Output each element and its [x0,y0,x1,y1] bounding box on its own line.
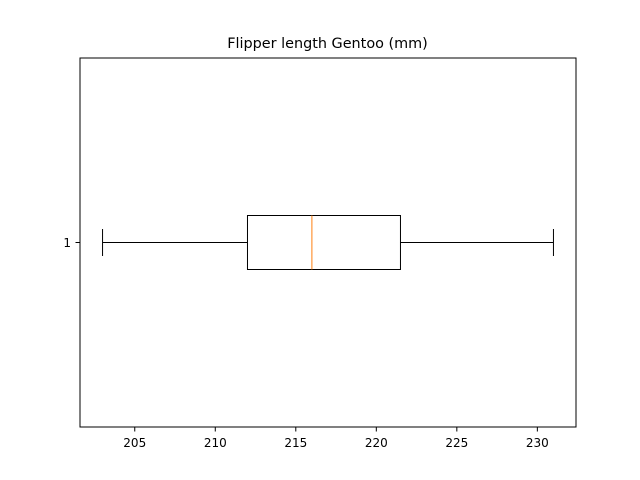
x-tick-label: 210 [204,436,227,450]
chart-title: Flipper length Gentoo (mm) [227,36,428,52]
x-tick-label: 230 [526,436,549,450]
x-tick-label: 215 [284,436,307,450]
x-tick-label: 205 [123,436,146,450]
x-tick-label: 220 [365,436,388,450]
plot-area: 205 210 215 220 225 230 1 [63,57,577,450]
y-tick-label: 1 [63,236,71,250]
x-tick-label: 225 [445,436,468,450]
box-iqr [246,215,401,270]
